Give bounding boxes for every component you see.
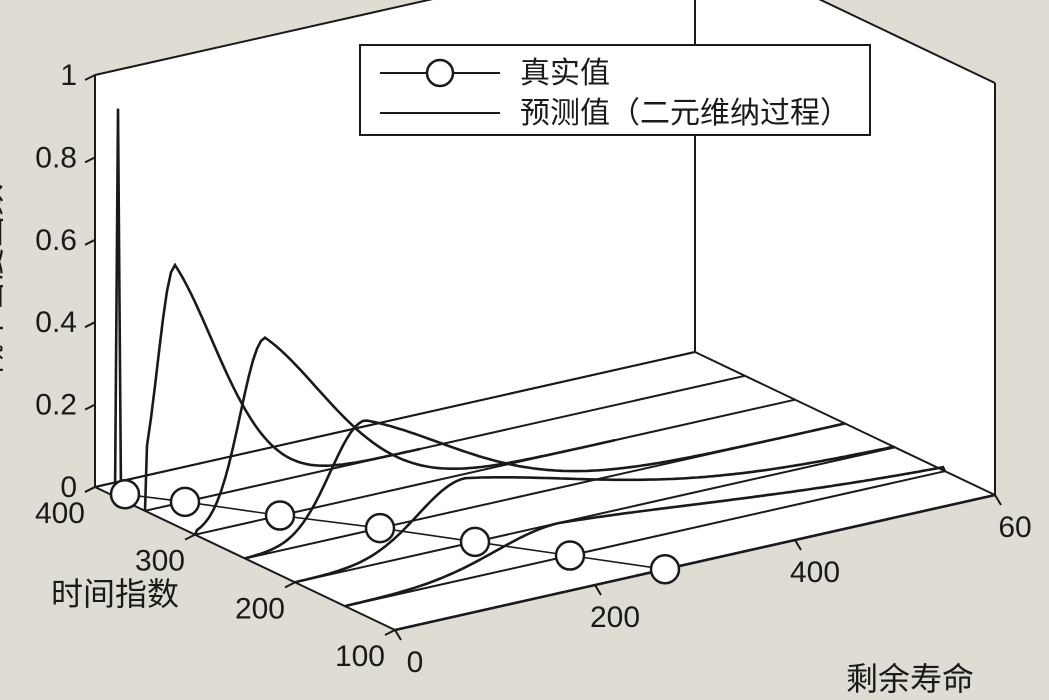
x-tick-label: 0 — [407, 646, 424, 679]
y-axis-label: 时间指数 — [51, 576, 179, 612]
true-value-marker — [171, 488, 199, 516]
x-tick-label: 60 — [998, 511, 1031, 544]
legend-label: 真实值 — [520, 57, 610, 90]
z-tick-label: 0.2 — [35, 389, 77, 422]
z-tick — [85, 75, 95, 80]
z-axis-label: 概率密度函数 — [0, 184, 7, 376]
z-tick-label: 0.8 — [35, 141, 77, 174]
x-tick-label: 400 — [790, 556, 840, 589]
true-value-marker — [556, 542, 584, 570]
z-tick — [85, 405, 95, 410]
chart-container: 00.20.40.60.81概率密度函数100200300400时间指数0200… — [0, 0, 1049, 700]
x-tick — [595, 585, 601, 595]
y-tick-label: 300 — [135, 545, 185, 578]
y-tick — [385, 630, 395, 635]
x-tick — [395, 630, 401, 640]
x-tick — [795, 540, 801, 550]
y-tick-label: 400 — [35, 497, 85, 530]
true-value-marker — [366, 514, 394, 542]
legend-label: 预测值（二元维纳过程） — [520, 97, 850, 130]
y-tick — [285, 582, 295, 587]
z-tick — [85, 240, 95, 245]
chart-svg: 00.20.40.60.81概率密度函数100200300400时间指数0200… — [0, 0, 1049, 700]
x-tick-label: 200 — [590, 601, 640, 634]
true-value-marker — [266, 502, 294, 530]
y-tick — [85, 487, 95, 492]
y-tick-label: 200 — [235, 592, 285, 625]
z-tick — [85, 322, 95, 327]
y-tick-label: 100 — [335, 640, 385, 673]
z-tick-label: 0.4 — [35, 306, 77, 339]
x-axis-label: 剩余寿命 — [846, 661, 974, 697]
z-tick — [85, 157, 95, 162]
z-tick-label: 1 — [60, 59, 77, 92]
x-tick — [995, 495, 1001, 505]
legend-sample-marker — [427, 60, 453, 86]
z-tick-label: 0.6 — [35, 224, 77, 257]
true-value-marker — [461, 528, 489, 556]
true-value-marker — [111, 480, 139, 508]
true-value-marker — [651, 555, 679, 583]
y-tick — [185, 535, 195, 540]
